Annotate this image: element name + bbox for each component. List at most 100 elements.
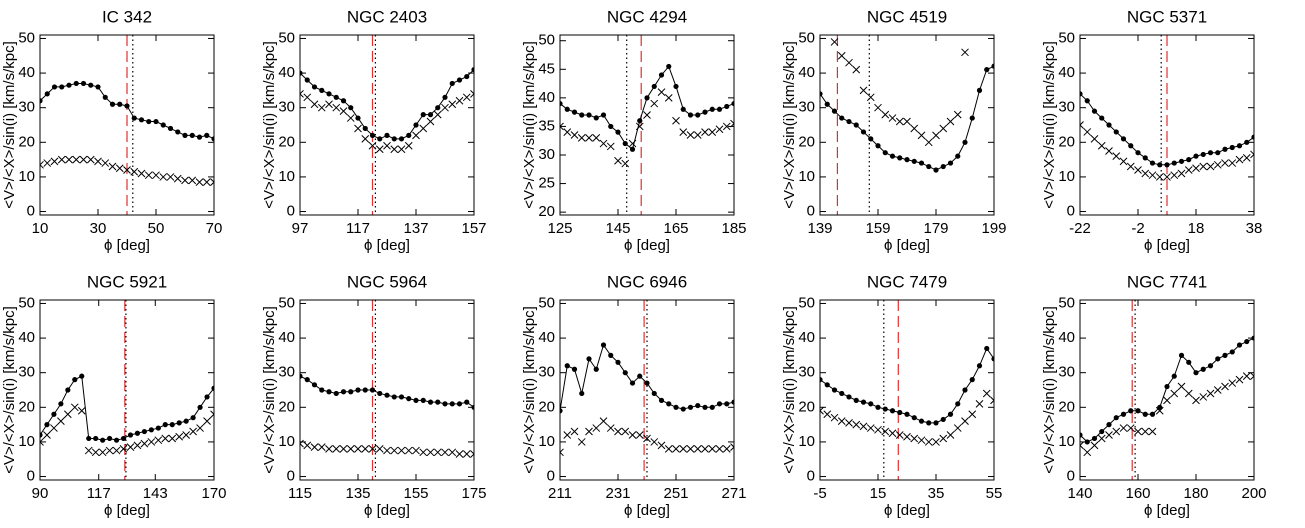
dot-marker (1091, 108, 1098, 114)
x-tick-label: -5 (813, 485, 826, 502)
x-axis-label: ϕ [deg] (884, 237, 930, 254)
cross-marker (332, 444, 341, 453)
dot-marker (326, 91, 332, 97)
cross-marker (112, 446, 121, 455)
dot-marker (658, 72, 665, 78)
x-tick-label: 139 (807, 220, 832, 237)
y-tick-label: 10 (18, 168, 35, 185)
cross-marker (412, 446, 420, 455)
dot-marker (72, 377, 78, 383)
y-tick-label: 30 (18, 99, 35, 116)
cross-marker (990, 396, 994, 405)
dot-marker (86, 435, 92, 442)
dot-marker (976, 363, 983, 369)
panel-title: NGC 4519 (867, 7, 947, 26)
cross-marker (310, 100, 319, 109)
cross-marker (730, 443, 734, 451)
dot-marker (918, 418, 925, 424)
x-tick-label: 117 (346, 220, 370, 237)
y-tick-label: 0 (287, 203, 295, 220)
x-tick-label: 165 (663, 220, 688, 237)
cross-marker (924, 438, 933, 446)
cross-marker (961, 417, 969, 426)
cross-marker (1148, 427, 1157, 436)
dot-marker (348, 105, 354, 111)
cross-marker (635, 122, 644, 131)
cross-marker (1083, 448, 1092, 457)
cross-marker (874, 103, 882, 112)
cross-marker (210, 410, 214, 419)
panel-title: NGC 7741 (1127, 272, 1207, 291)
axes-frame (559, 299, 735, 481)
dot-marker (889, 153, 896, 159)
cross-marker (404, 141, 413, 150)
dot-marker (58, 401, 64, 407)
dot-marker (420, 112, 426, 118)
cross-marker (181, 176, 189, 185)
cross-marker (614, 156, 622, 165)
plot-area (560, 300, 734, 480)
cross-marker (448, 100, 457, 109)
dot-marker (680, 406, 686, 412)
cross-marker (154, 436, 163, 445)
cross-marker (560, 448, 564, 457)
x-tick-label: 97 (292, 220, 309, 237)
dot-marker (427, 399, 434, 405)
dot-marker (831, 387, 838, 393)
dot-marker (435, 105, 441, 111)
cross-marker (852, 420, 861, 429)
dot-marker (304, 77, 310, 83)
cross-marker (932, 438, 940, 446)
dot-marker (820, 377, 823, 383)
dot-marker (362, 125, 368, 132)
cross-marker (375, 444, 384, 453)
cross-marker (159, 173, 168, 181)
y-tick-label: 30 (278, 364, 295, 381)
y-axis-label: <V>/<X>/sin(i) [km/s/kpc] (521, 41, 538, 209)
dot-marker (1120, 136, 1127, 142)
cross-marker (86, 155, 95, 164)
cross-marker (701, 128, 709, 136)
dot-marker (629, 146, 636, 152)
plot-area (820, 300, 994, 480)
dot-marker (962, 387, 968, 393)
dot-marker (442, 401, 448, 407)
dot-marker (860, 129, 867, 135)
dot-marker (102, 94, 108, 100)
cross-marker (845, 58, 853, 67)
cross-marker (1199, 162, 1208, 171)
cross-marker (672, 116, 680, 125)
cross-marker (346, 114, 355, 122)
dot-marker (420, 397, 426, 403)
cross-marker (98, 448, 107, 457)
dot-marker (731, 100, 734, 107)
cross-marker (137, 169, 146, 178)
dot-marker (131, 115, 137, 121)
dot-marker (969, 377, 975, 383)
cross-marker (1080, 441, 1084, 450)
cross-marker (375, 145, 384, 154)
cross-marker (1155, 406, 1164, 415)
cross-marker (672, 444, 680, 453)
dot-marker (637, 118, 643, 124)
dot-marker (897, 155, 903, 161)
y-tick-label: 10 (278, 168, 295, 185)
cross-marker (419, 124, 428, 133)
dot-marker (695, 402, 701, 409)
cross-marker (1090, 134, 1099, 143)
cross-marker (917, 131, 926, 140)
cross-marker (650, 99, 659, 108)
dot-marker (731, 399, 734, 405)
cross-marker (317, 103, 326, 112)
dot-marker (868, 401, 874, 407)
cross-marker (1126, 424, 1135, 432)
cross-marker (570, 131, 579, 139)
dot-marker (860, 399, 867, 405)
y-tick-label: 40 (278, 64, 295, 81)
x-tick-label: 145 (605, 220, 630, 237)
dot-marker (384, 392, 390, 398)
x-tick-label: 90 (32, 485, 49, 502)
cross-marker (881, 110, 890, 119)
